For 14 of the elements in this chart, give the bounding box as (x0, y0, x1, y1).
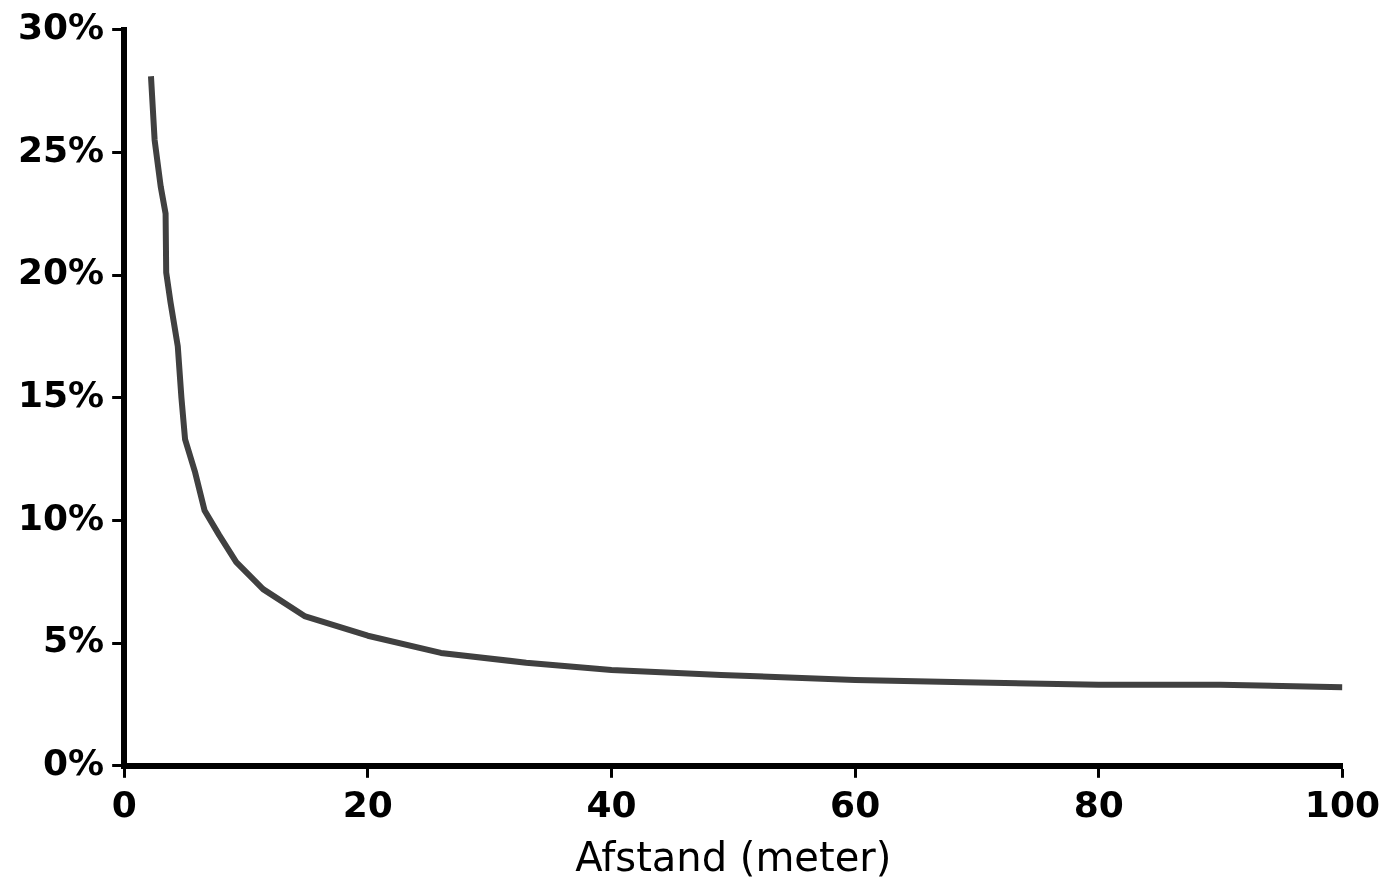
x-tick-label: 40 (586, 783, 637, 825)
x-tick-label: 60 (830, 783, 881, 825)
y-tick-label: 15% (18, 374, 105, 416)
x-axis-title: Afstand (meter) (575, 834, 892, 881)
x-tick-label: 100 (1304, 783, 1380, 825)
y-tick-label: 10% (18, 496, 105, 538)
y-tick-label: 20% (18, 251, 105, 293)
y-tick-label: 30% (18, 5, 105, 47)
y-tick-label: 0% (43, 742, 105, 784)
y-tick-label: 5% (43, 619, 105, 661)
x-tick-label: 0 (111, 783, 137, 825)
y-tick-label: 25% (18, 128, 105, 170)
x-tick-label: 80 (1073, 783, 1124, 825)
x-tick-label: 20 (342, 783, 393, 825)
